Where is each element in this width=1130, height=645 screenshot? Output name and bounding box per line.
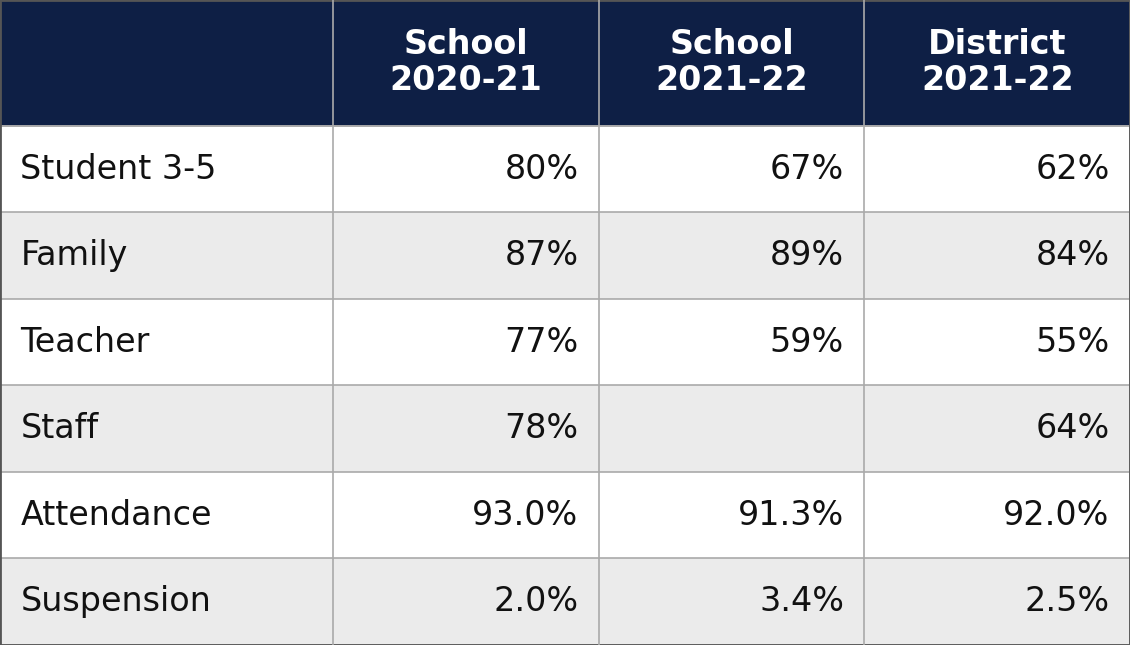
Bar	[864, 212, 1130, 299]
Text: 59%: 59%	[770, 326, 844, 359]
Text: 3.4%: 3.4%	[759, 585, 844, 618]
Text: 78%: 78%	[504, 412, 579, 445]
Text: 2020-21: 2020-21	[390, 64, 542, 97]
Text: 91.3%: 91.3%	[738, 499, 844, 531]
Text: 55%: 55%	[1035, 326, 1110, 359]
Text: 2021-22: 2021-22	[655, 64, 808, 97]
Bar	[864, 0, 1130, 126]
Bar	[599, 212, 864, 299]
Text: 2021-22: 2021-22	[921, 64, 1074, 97]
Text: 89%: 89%	[770, 239, 844, 272]
Text: 62%: 62%	[1035, 153, 1110, 186]
Bar	[599, 559, 864, 645]
Text: 77%: 77%	[504, 326, 579, 359]
Bar	[0, 559, 333, 645]
Bar	[333, 559, 599, 645]
Text: 64%: 64%	[1035, 412, 1110, 445]
Text: 80%: 80%	[504, 153, 579, 186]
Text: 67%: 67%	[770, 153, 844, 186]
Bar	[0, 299, 333, 386]
Bar	[599, 126, 864, 212]
Bar	[0, 126, 333, 212]
Bar	[599, 472, 864, 559]
Bar	[864, 299, 1130, 386]
Bar	[333, 472, 599, 559]
Bar	[864, 472, 1130, 559]
Text: Staff: Staff	[20, 412, 98, 445]
Text: Suspension: Suspension	[20, 585, 211, 618]
Bar	[0, 472, 333, 559]
Bar	[864, 386, 1130, 472]
Bar	[333, 386, 599, 472]
Text: 84%: 84%	[1035, 239, 1110, 272]
Text: Attendance: Attendance	[20, 499, 211, 531]
Text: School: School	[403, 28, 529, 61]
Bar	[0, 386, 333, 472]
Text: 87%: 87%	[504, 239, 579, 272]
Text: Family: Family	[20, 239, 128, 272]
Bar	[864, 559, 1130, 645]
Bar	[599, 386, 864, 472]
Text: School: School	[669, 28, 794, 61]
Bar	[333, 126, 599, 212]
Bar	[864, 126, 1130, 212]
Text: 92.0%: 92.0%	[1003, 499, 1110, 531]
Bar	[599, 0, 864, 126]
Bar	[599, 299, 864, 386]
Bar	[0, 212, 333, 299]
Bar	[333, 0, 599, 126]
Text: 2.0%: 2.0%	[494, 585, 579, 618]
Text: 93.0%: 93.0%	[472, 499, 579, 531]
Text: District: District	[928, 28, 1067, 61]
Bar	[0, 0, 333, 126]
Text: Student 3-5: Student 3-5	[20, 153, 217, 186]
Bar	[333, 299, 599, 386]
Text: Teacher: Teacher	[20, 326, 149, 359]
Bar	[333, 212, 599, 299]
Text: 2.5%: 2.5%	[1025, 585, 1110, 618]
